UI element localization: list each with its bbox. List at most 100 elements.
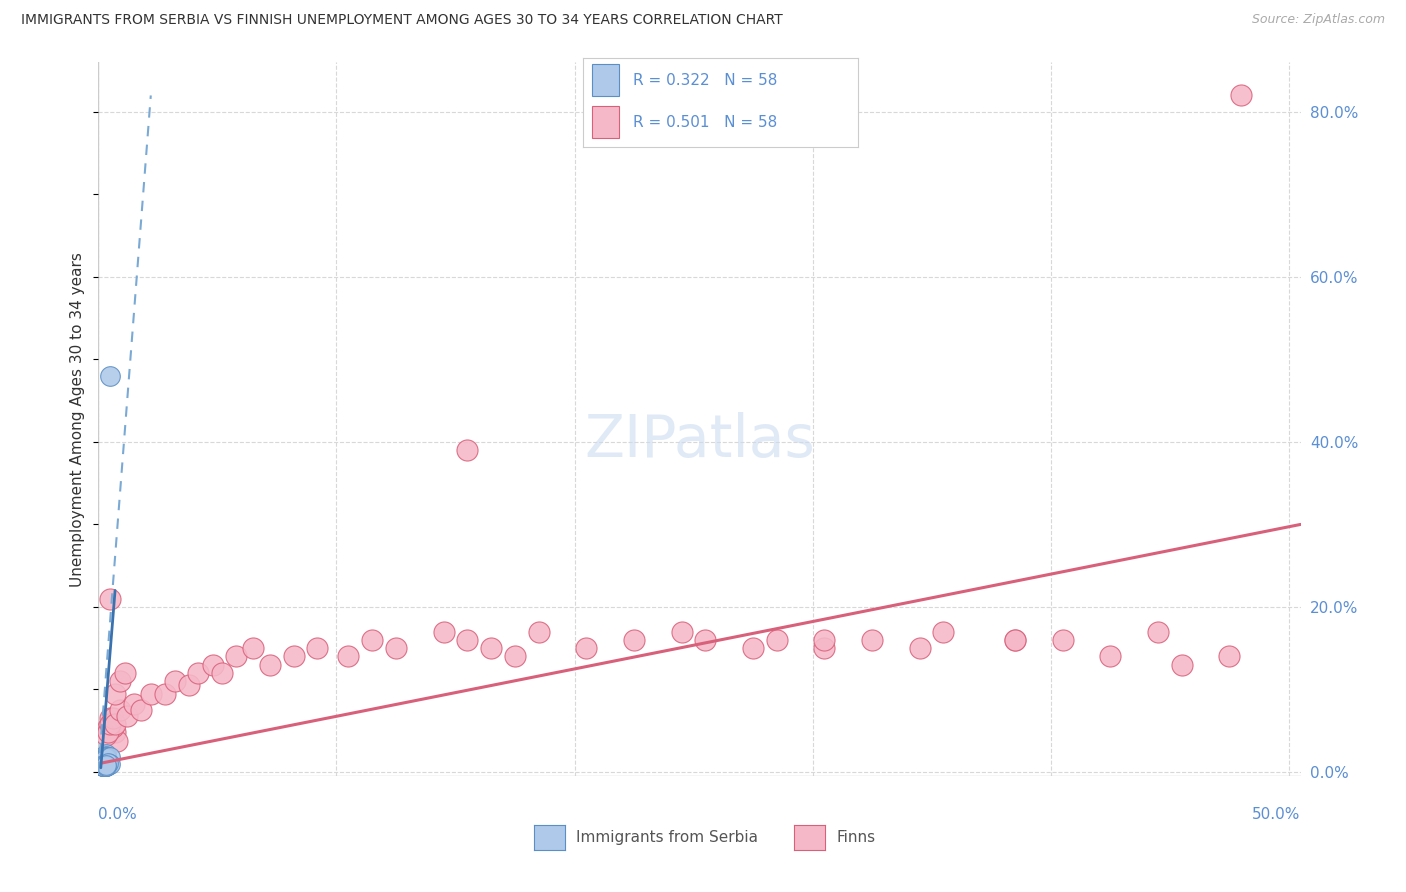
Point <box>94 758 117 772</box>
Point <box>139 687 162 701</box>
Point <box>456 632 478 647</box>
Point <box>94 752 117 766</box>
Point <box>153 687 176 701</box>
Point <box>94 756 117 770</box>
Point <box>94 759 117 773</box>
Text: R = 0.322   N = 58: R = 0.322 N = 58 <box>633 73 778 87</box>
Point <box>107 733 129 747</box>
Point <box>97 756 120 770</box>
Point <box>1099 649 1122 664</box>
Point <box>90 758 112 772</box>
Point <box>211 665 233 680</box>
Point <box>91 759 114 773</box>
Point <box>242 641 264 656</box>
Point <box>695 632 717 647</box>
Point <box>91 756 114 771</box>
Point <box>98 717 121 731</box>
Point <box>91 759 114 773</box>
Point <box>115 708 138 723</box>
Point <box>94 752 117 766</box>
Point <box>1004 632 1026 647</box>
Point <box>91 754 114 768</box>
Point <box>91 750 114 764</box>
Point <box>1230 88 1253 103</box>
Point <box>97 757 120 772</box>
Text: 0.0%: 0.0% <box>98 807 138 822</box>
Point <box>94 757 117 772</box>
Point <box>94 758 117 772</box>
Point <box>94 751 117 765</box>
Point <box>337 649 360 664</box>
Point <box>91 758 114 772</box>
Point <box>813 641 835 656</box>
Point <box>479 641 502 656</box>
Point <box>91 758 114 772</box>
Point <box>97 725 120 739</box>
Point <box>813 632 835 647</box>
Point <box>623 632 645 647</box>
Bar <box>592 64 619 96</box>
Point <box>187 665 209 680</box>
Point <box>94 757 117 772</box>
Point <box>91 758 114 772</box>
Text: Immigrants from Serbia: Immigrants from Serbia <box>576 830 758 845</box>
Point <box>94 755 117 769</box>
Point <box>766 632 789 647</box>
Point <box>94 754 117 768</box>
Point <box>91 757 114 772</box>
Text: IMMIGRANTS FROM SERBIA VS FINNISH UNEMPLOYMENT AMONG AGES 30 TO 34 YEARS CORRELA: IMMIGRANTS FROM SERBIA VS FINNISH UNEMPL… <box>21 13 783 28</box>
Point <box>1218 649 1240 664</box>
Point <box>108 703 131 717</box>
Point <box>91 759 114 773</box>
Point <box>91 758 114 772</box>
Point <box>94 756 117 771</box>
Point <box>91 759 114 773</box>
Point <box>163 674 186 689</box>
Point <box>94 759 117 773</box>
Point <box>129 703 152 717</box>
Point <box>98 750 121 764</box>
Point <box>456 443 478 458</box>
Point <box>307 641 329 656</box>
Point <box>932 624 955 639</box>
Point <box>91 759 114 773</box>
Point <box>91 758 114 772</box>
Point <box>1170 657 1192 672</box>
Text: R = 0.501   N = 58: R = 0.501 N = 58 <box>633 115 778 129</box>
Point <box>94 755 117 769</box>
Point <box>104 717 127 731</box>
Point <box>98 711 121 725</box>
Point <box>94 757 117 772</box>
Text: ZIPatlas: ZIPatlas <box>583 412 815 469</box>
Point <box>91 758 114 772</box>
Point <box>94 758 117 772</box>
Text: Source: ZipAtlas.com: Source: ZipAtlas.com <box>1251 13 1385 27</box>
Point <box>94 728 117 742</box>
Point <box>91 758 114 772</box>
Point <box>114 665 136 680</box>
Point <box>1004 632 1026 647</box>
Y-axis label: Unemployment Among Ages 30 to 34 years: Unemployment Among Ages 30 to 34 years <box>70 252 86 587</box>
Point <box>225 649 247 664</box>
Point <box>527 624 550 639</box>
Point <box>104 687 127 701</box>
Point <box>575 641 598 656</box>
Point <box>98 757 121 772</box>
Point <box>91 757 114 772</box>
Point <box>94 759 117 773</box>
Point <box>108 674 131 689</box>
Point <box>94 751 117 765</box>
Bar <box>592 106 619 138</box>
Point <box>671 624 693 639</box>
Point <box>503 649 526 664</box>
Point <box>97 758 120 772</box>
Point <box>94 757 117 772</box>
Point <box>104 725 127 739</box>
Point <box>91 757 114 772</box>
Point <box>91 754 114 768</box>
Point <box>259 657 281 672</box>
Point <box>98 368 121 383</box>
Point <box>98 591 121 606</box>
Point <box>101 711 124 725</box>
Point <box>94 754 117 768</box>
